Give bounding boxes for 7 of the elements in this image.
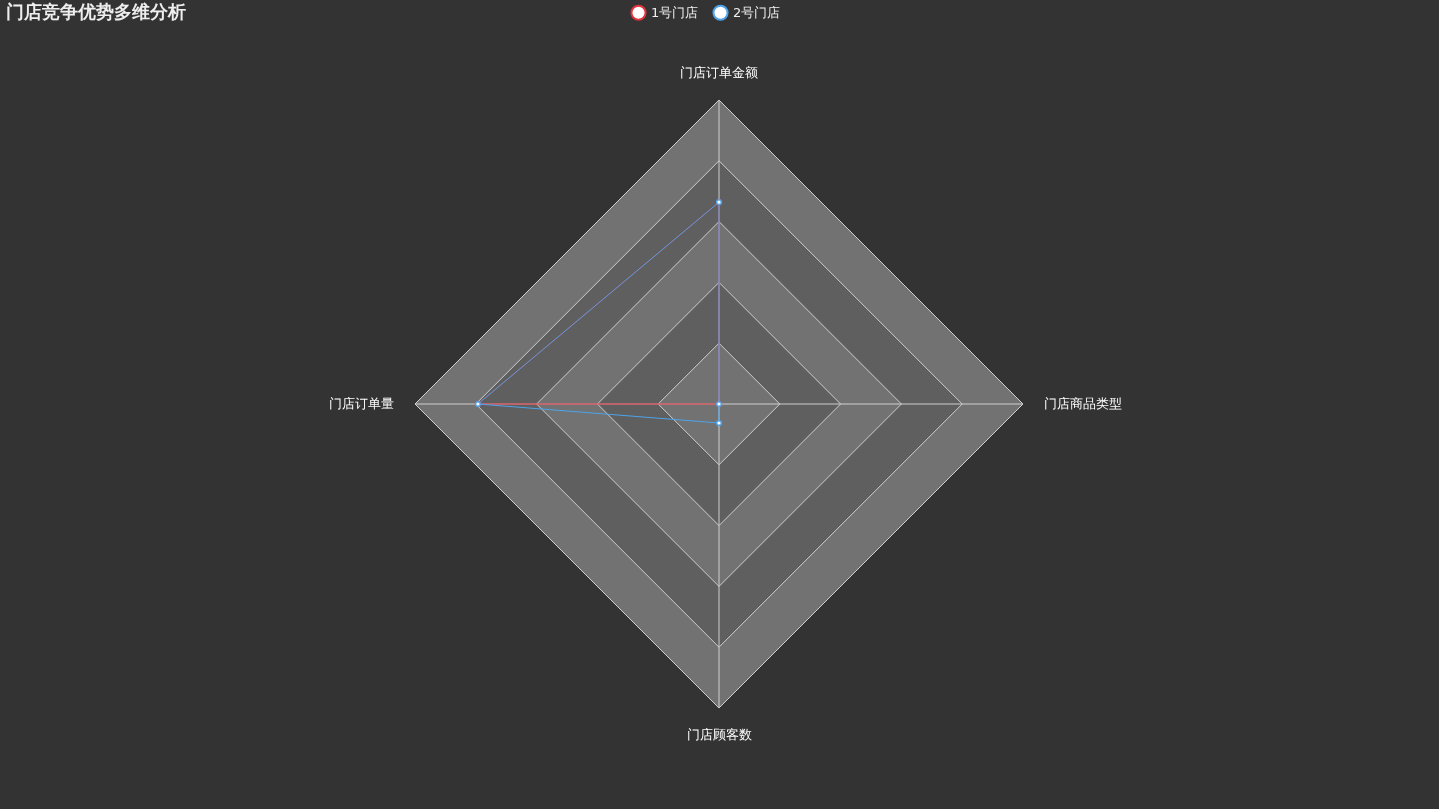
- spoke-label: 门店商品类型: [1044, 396, 1123, 411]
- legend-label: 1号门店: [651, 4, 699, 20]
- spoke-label: 门店顾客数: [686, 727, 752, 743]
- legend-label: 2号门店: [733, 4, 781, 20]
- text: 门店竞争优势多维分析: [6, 1, 186, 22]
- spoke-label: 门店订单金额: [680, 64, 758, 80]
- spoke-label: 门店订单量: [328, 396, 394, 411]
